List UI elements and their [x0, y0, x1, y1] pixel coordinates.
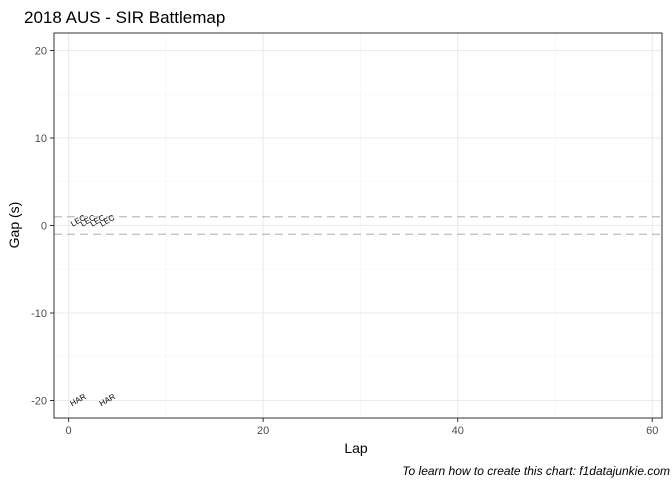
- x-tick-label: 20: [257, 425, 269, 437]
- y-tick-label: -20: [31, 396, 47, 408]
- x-tick-label: 0: [66, 425, 72, 437]
- minor-gridlines: [54, 33, 662, 418]
- x-axis-title: Lap: [344, 440, 368, 456]
- chart-title: 2018 AUS - SIR Battlemap: [24, 8, 225, 27]
- y-tick-label: 20: [35, 46, 47, 58]
- y-axis-ticks: -20 -10 0 10 20: [31, 46, 54, 408]
- point-label-har: HAR: [69, 392, 88, 408]
- point-label-har: HAR: [98, 392, 117, 408]
- y-tick-label: 10: [35, 133, 47, 145]
- y-tick-label: -10: [31, 308, 47, 320]
- x-tick-label: 40: [452, 425, 464, 437]
- reference-lines: [54, 216, 662, 235]
- x-axis-ticks: 0 20 40 60: [66, 418, 658, 437]
- chart-caption: To learn how to create this chart: f1dat…: [402, 464, 670, 478]
- y-axis-title: Gap (s): [6, 202, 22, 249]
- major-gridlines: [54, 33, 662, 418]
- x-tick-label: 60: [646, 425, 658, 437]
- y-tick-label: 0: [41, 221, 47, 233]
